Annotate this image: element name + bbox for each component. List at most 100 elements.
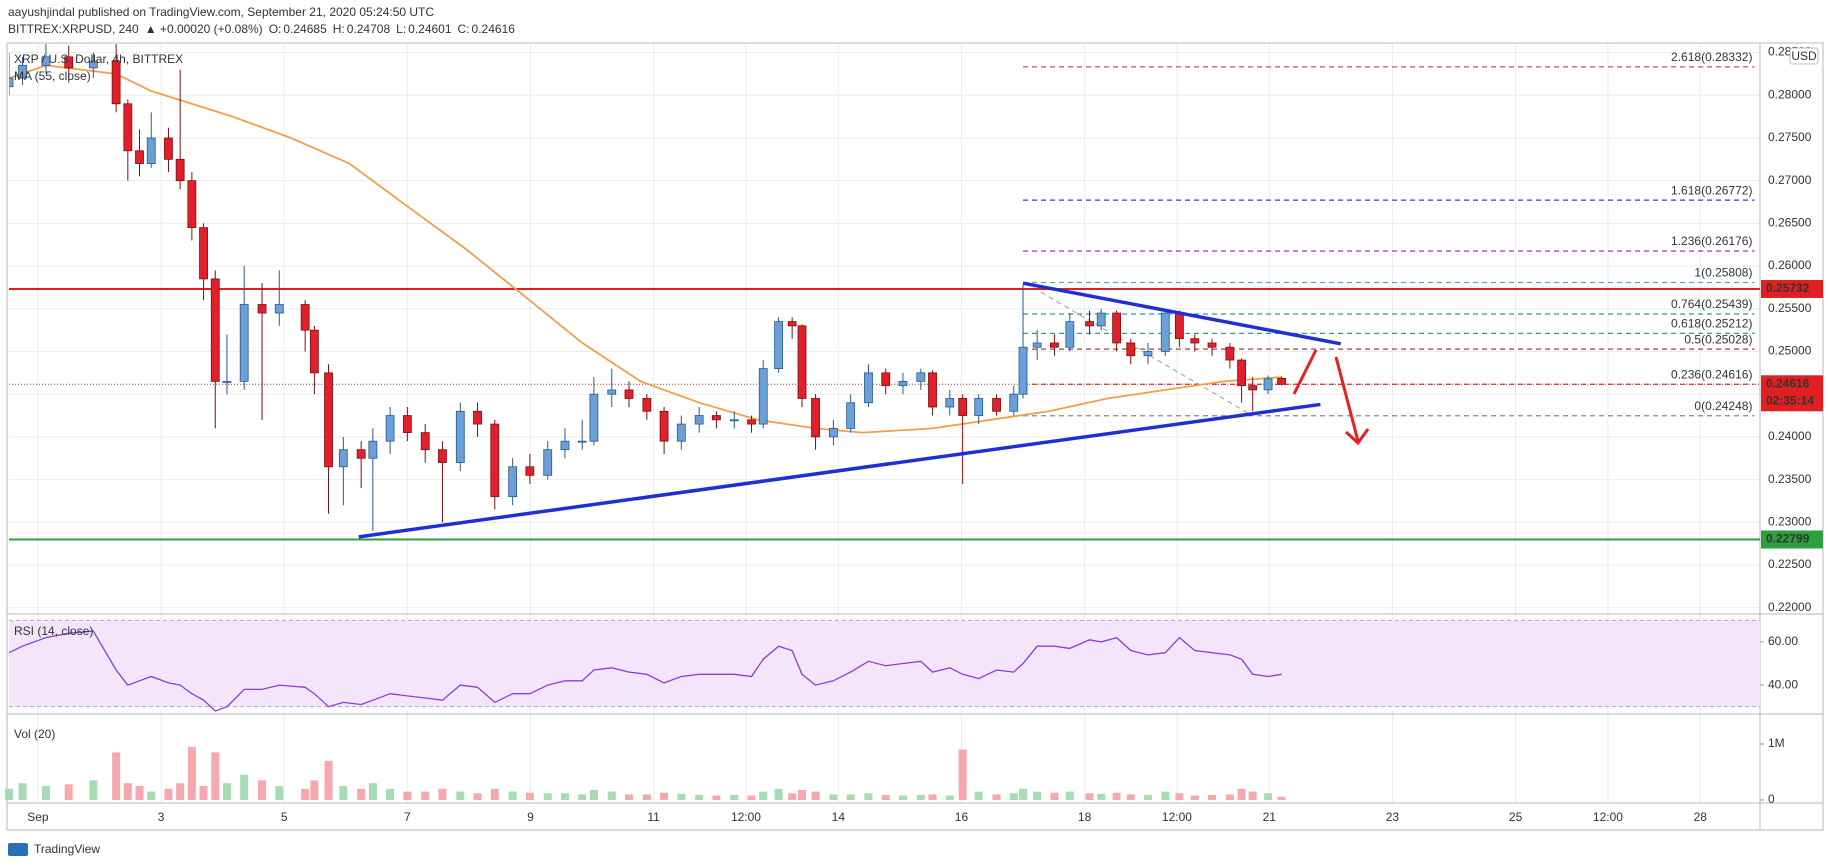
candle-body [712,415,721,421]
y-tick-label: 0.25000 [1768,344,1812,358]
candle-body [1263,378,1273,391]
volume-bar [1065,791,1074,800]
candle-body [1065,321,1075,348]
volume-bar [992,794,1001,800]
candle-body [9,77,14,88]
volume-bar [211,752,220,800]
candle-body [846,402,856,429]
ma-legend: MA (55, close) [14,69,91,83]
volume-bar [240,774,249,800]
x-tick-label: 12:00 [731,810,761,824]
fib-label: 0.764(0.25439) [1671,297,1752,311]
volume-bar [5,788,13,800]
volume-bar [1112,792,1121,800]
candle-body [438,449,447,463]
candle-body [1248,385,1258,391]
level-tag-label: 0.22799 [1766,532,1810,546]
y-tick-label: 0.22500 [1768,557,1812,571]
volume-bar [339,786,348,800]
volume-bar [864,793,873,800]
volume-bar [660,792,669,800]
candle-body [1207,342,1217,348]
fib-label: 1.618(0.26772) [1671,183,1752,197]
x-tick-label: 18 [1078,810,1092,824]
currency-box [1789,47,1819,65]
volume-bar [18,783,27,800]
volume-bar [525,792,534,800]
x-tick-label: Sep [27,810,49,824]
x-tick-label: 3 [158,810,165,824]
candle-body [1085,321,1094,327]
y-tick-label: 0.26500 [1768,216,1812,230]
volume-bar [490,788,499,800]
candle-body [992,398,1001,412]
candle-body [589,393,599,442]
volume-bar [357,788,366,800]
ohlc-label: H: [333,22,345,36]
volume-bar [1050,792,1059,800]
candle-body [187,180,197,229]
change: ▲ +0.00020 (+0.08%) [145,22,263,36]
fib-label: 0.5(0.25028) [1684,332,1752,346]
volume-bar [1144,794,1153,800]
trendline [1022,281,1342,346]
x-tick-label: 28 [1694,810,1708,824]
candle-body [1009,393,1019,412]
volume-bar [788,793,797,800]
volume-bar [386,788,395,800]
volume-bar [222,783,231,800]
volume-bar [258,780,267,800]
volume-bar [928,794,937,800]
candle-body [945,398,955,408]
candle-body [1126,342,1136,357]
volume-bar [1225,794,1234,800]
rsi-line [9,630,1282,712]
ohlc-value: 0.24601 [408,22,452,36]
candle-body [88,60,98,69]
volume-bar [642,794,651,800]
volume-bar [1097,793,1106,800]
y-tick-label: 0.28000 [1768,87,1812,101]
candle-body [199,227,208,280]
volume-bar [1033,791,1042,800]
candle-body [64,56,74,69]
countdown: 02:35:14 [1766,393,1814,407]
volume-bar [747,795,756,800]
x-tick-label: 14 [832,810,846,824]
candle-body [1175,312,1184,340]
candle-body [356,449,366,459]
candle-body [490,423,500,498]
last-price-label: 0.24616 [1766,376,1810,390]
volume-bar [164,788,173,800]
arrow-up [1292,349,1318,395]
x-tick-label: 21 [1263,810,1277,824]
arrow-down [1334,356,1360,442]
volume-bar [759,791,768,800]
volume-bar [1237,788,1246,800]
candle-body [111,60,121,105]
candle-body [402,415,412,434]
x-tick-label: 11 [647,810,660,824]
x-tick-label: 12:00 [1162,810,1192,824]
volume-tick-label: 1M [1768,736,1785,750]
y-tick-label: 0.22000 [1768,600,1812,614]
candle-body [257,304,267,314]
candle-body [543,449,553,476]
footer-brand: TradingView [34,842,100,856]
level-tag [1761,530,1823,549]
volume-bar [187,746,196,800]
x-tick-label: 5 [281,810,288,824]
y-tick-label: 0.24000 [1768,429,1812,443]
last-price-tag [1761,375,1823,412]
trendline [358,402,1321,539]
x-tick-label: 25 [1509,810,1523,824]
volume-bar [578,794,587,800]
candle-body [607,389,617,395]
candle-body [828,427,838,438]
candle-body [525,466,535,476]
candle-body [420,432,430,451]
ohlc-value: 0.24708 [347,22,391,36]
fib-label: 2.618(0.28332) [1671,50,1752,64]
